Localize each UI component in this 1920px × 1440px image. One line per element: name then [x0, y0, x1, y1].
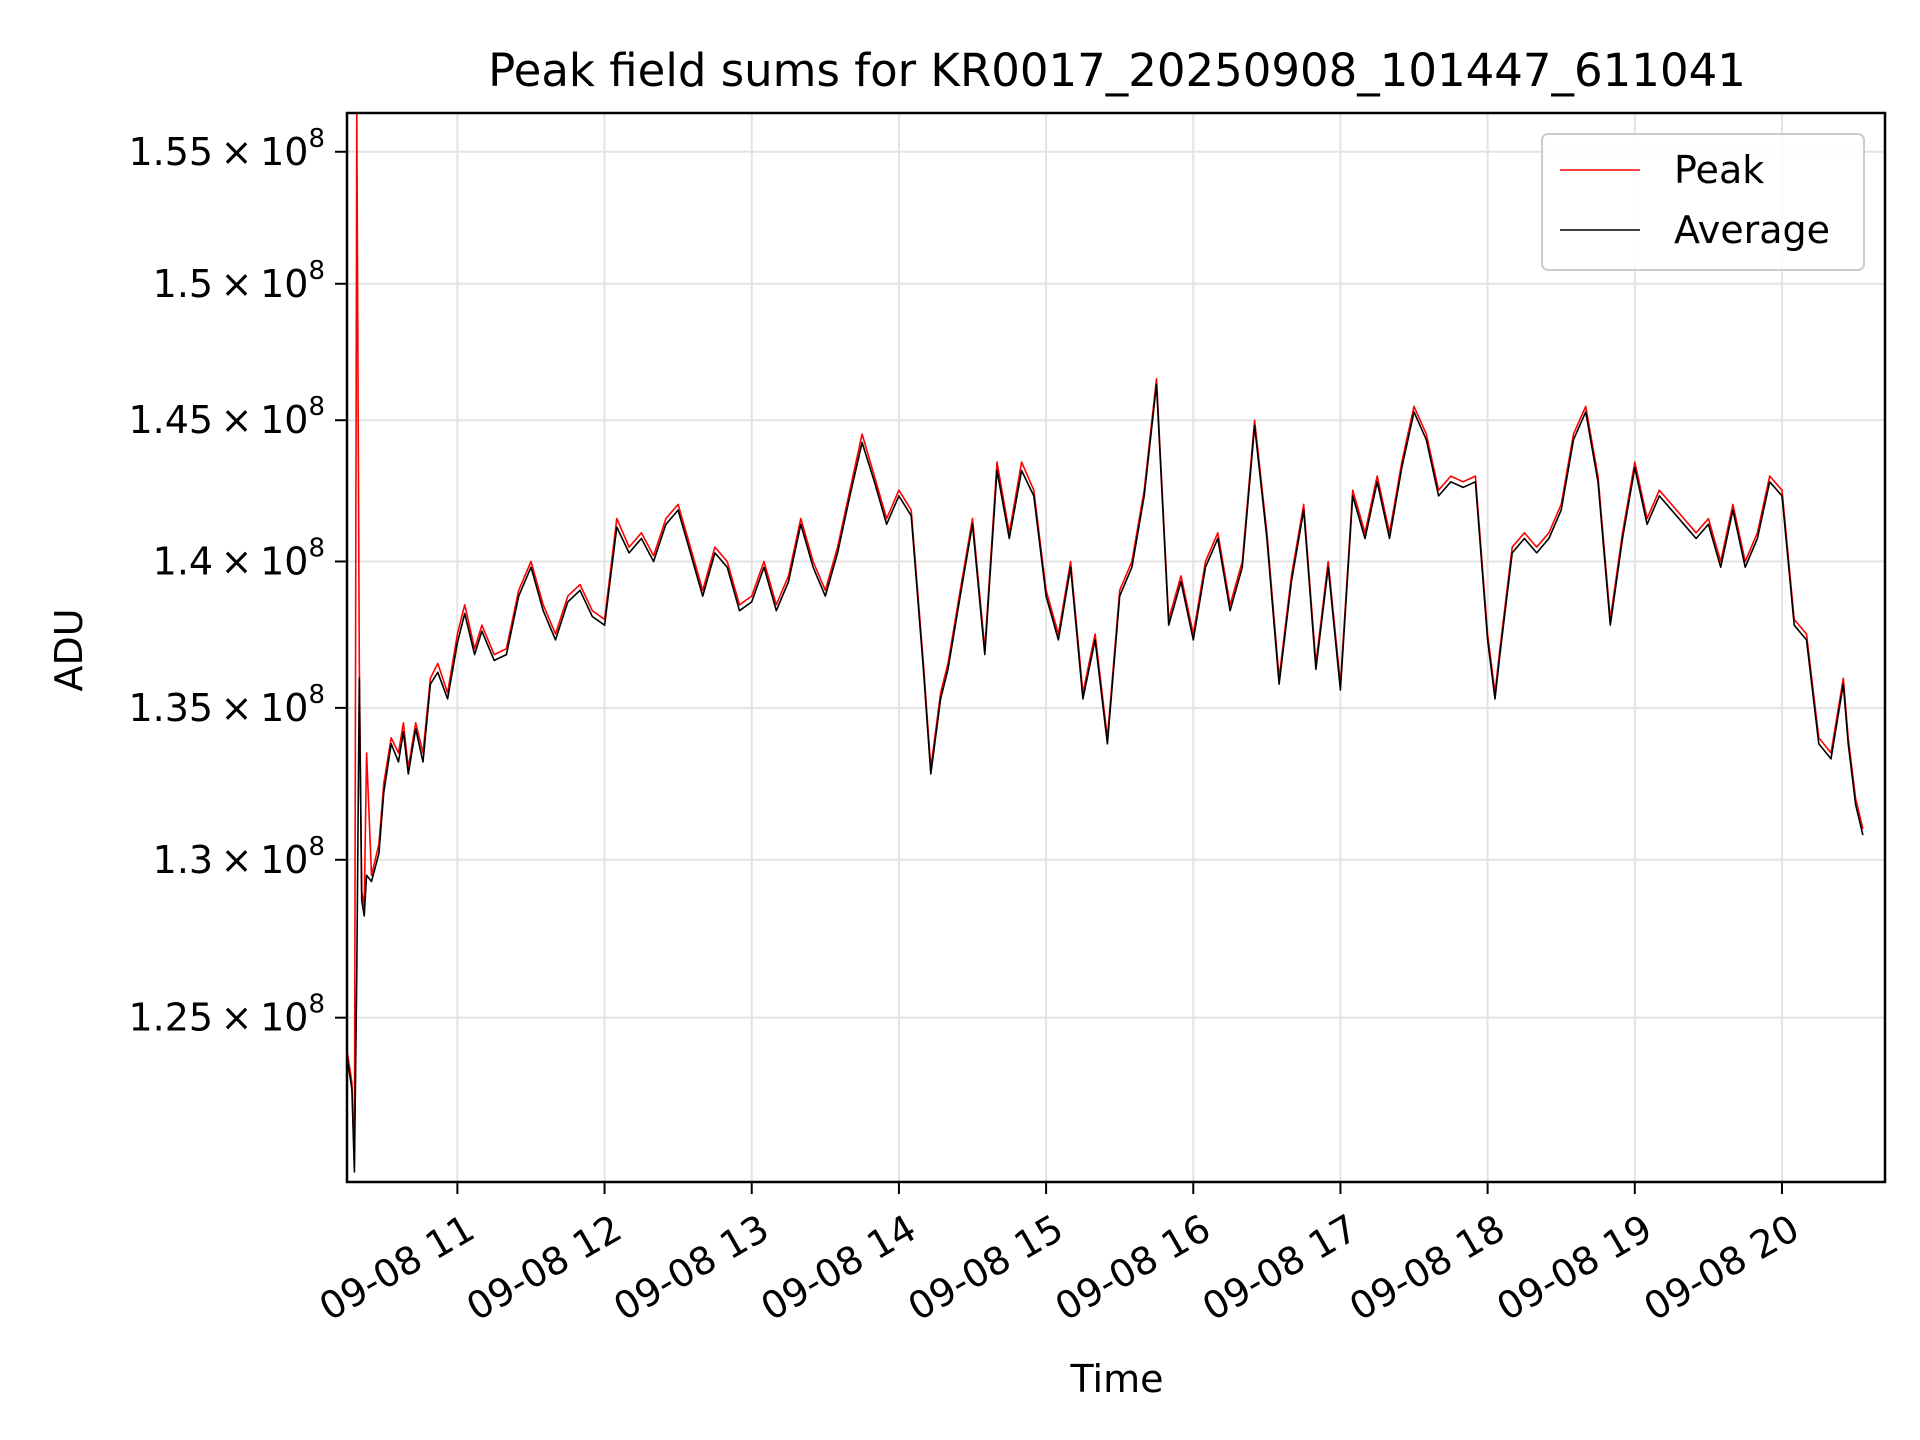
grid-lines — [347, 113, 1885, 1182]
y-axis-label: ADU — [47, 608, 91, 691]
legend: Peak Average — [1541, 133, 1865, 271]
y-tick-label: 1.3 × 108 — [153, 832, 325, 882]
x-axis-label: Time — [1070, 1357, 1164, 1401]
legend-label-average: Average — [1674, 208, 1830, 252]
y-tick-label: 1.25 × 108 — [128, 990, 325, 1040]
legend-box — [1541, 133, 1865, 271]
legend-label-peak: Peak — [1674, 148, 1764, 192]
chart-title: Peak field sums for KR0017_20250908_1014… — [488, 44, 1746, 97]
y-tick-label: 1.4 × 108 — [153, 533, 325, 583]
y-tick-label: 1.35 × 108 — [128, 680, 325, 730]
series-line-average — [346, 383, 1864, 1173]
y-tick-label: 1.55 × 108 — [128, 124, 325, 174]
y-axis-ticks: 1.25 × 108 1.3 × 108 1.35 × 108 1.4 × 108 1.… — [128, 124, 347, 1040]
y-tick-label: 1.45 × 108 — [128, 392, 325, 442]
plot-frame — [345, 111, 1887, 1184]
plot-series — [346, 112, 1864, 1173]
y-tick-label: 1.5 × 108 — [153, 256, 325, 306]
